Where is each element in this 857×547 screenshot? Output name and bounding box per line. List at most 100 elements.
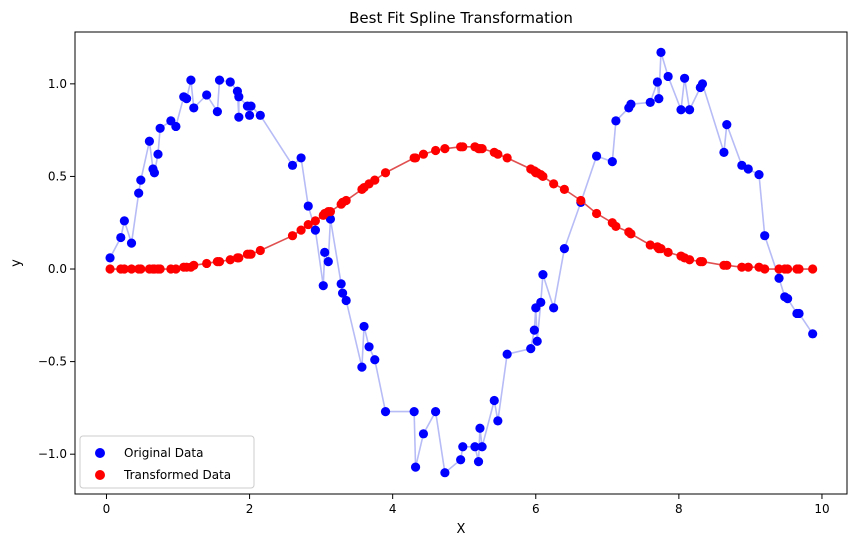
data-point	[737, 262, 747, 272]
data-point	[591, 151, 602, 161]
y-tick-label: 0.0	[48, 262, 67, 276]
series-layer	[105, 47, 818, 478]
data-point	[370, 175, 380, 185]
legend: Original Data Transformed Data	[79, 435, 255, 489]
data-point	[410, 462, 421, 472]
data-point	[475, 423, 485, 433]
data-point	[323, 257, 333, 267]
data-point	[808, 264, 818, 274]
x-tick-label: 0	[103, 502, 111, 516]
data-point	[310, 225, 320, 235]
data-point	[684, 255, 695, 265]
data-point	[310, 216, 320, 226]
data-point	[684, 105, 695, 115]
data-point	[364, 342, 374, 352]
legend-box	[79, 435, 255, 489]
data-point	[225, 255, 235, 265]
data-point	[341, 195, 351, 206]
data-point	[341, 295, 351, 306]
data-point	[549, 179, 559, 189]
series-line	[109, 52, 814, 475]
data-point	[234, 92, 244, 102]
data-point	[559, 184, 569, 194]
data-point	[186, 75, 196, 85]
data-point	[149, 168, 160, 178]
data-point	[246, 249, 256, 259]
data-point	[654, 94, 664, 104]
data-point	[357, 362, 367, 372]
data-point	[212, 107, 222, 117]
data-point	[808, 329, 818, 339]
data-point	[663, 71, 673, 82]
data-point	[320, 247, 330, 257]
data-point	[477, 442, 487, 452]
data-point	[611, 221, 621, 232]
data-point	[431, 145, 441, 156]
y-tick-label: 1.0	[48, 77, 67, 91]
data-point	[303, 201, 313, 211]
data-point	[380, 168, 391, 178]
data-point	[440, 468, 450, 478]
data-point	[246, 101, 256, 111]
legend-label-original: Original Data	[124, 446, 203, 460]
x-axis: 0 2 4 6 8 10	[103, 494, 830, 516]
legend-marker-original	[95, 448, 105, 458]
data-point	[440, 144, 450, 154]
data-point	[774, 273, 784, 283]
data-point	[760, 264, 770, 274]
data-point	[182, 94, 192, 104]
data-point	[214, 75, 225, 85]
data-point	[234, 112, 244, 122]
data-point	[458, 442, 468, 452]
x-tick-label: 6	[532, 502, 540, 516]
data-point	[325, 214, 336, 224]
plot-area	[74, 31, 848, 495]
data-point	[409, 407, 419, 417]
data-point	[136, 175, 146, 185]
x-tick-label: 4	[389, 502, 397, 516]
data-point	[202, 90, 212, 100]
data-point	[502, 349, 512, 359]
data-point	[743, 262, 753, 272]
data-point	[144, 136, 155, 146]
x-tick-label: 8	[675, 502, 683, 516]
data-point	[559, 244, 569, 254]
y-axis-label: y	[9, 259, 24, 267]
data-point	[470, 442, 480, 452]
y-tick-label: −0.5	[38, 355, 67, 369]
data-point	[370, 355, 380, 365]
data-point	[477, 144, 487, 154]
data-point	[171, 121, 181, 132]
data-point	[136, 264, 146, 274]
data-point	[287, 231, 298, 241]
data-point	[645, 97, 655, 107]
data-point	[783, 264, 793, 274]
data-point	[255, 245, 265, 256]
data-point	[663, 247, 673, 257]
data-point	[418, 429, 429, 439]
data-point	[526, 344, 536, 354]
data-point	[336, 279, 346, 289]
data-point	[325, 207, 336, 217]
data-point	[189, 103, 199, 113]
legend-label-transformed: Transformed Data	[123, 468, 231, 482]
data-point	[532, 336, 542, 346]
data-point	[611, 116, 621, 126]
data-point	[105, 264, 115, 274]
data-point	[493, 149, 503, 159]
data-point	[719, 147, 729, 157]
data-point	[645, 240, 655, 250]
data-point	[359, 321, 369, 332]
series-transformed-data	[105, 142, 818, 274]
data-point	[202, 258, 212, 269]
legend-marker-transformed	[95, 470, 105, 480]
data-point	[126, 238, 137, 248]
data-point	[626, 99, 636, 109]
data-point	[652, 77, 663, 87]
data-point	[529, 325, 539, 335]
plot-frame	[74, 31, 848, 495]
data-point	[171, 264, 181, 274]
data-point	[754, 169, 764, 180]
data-point	[591, 208, 602, 219]
data-point	[410, 153, 421, 163]
